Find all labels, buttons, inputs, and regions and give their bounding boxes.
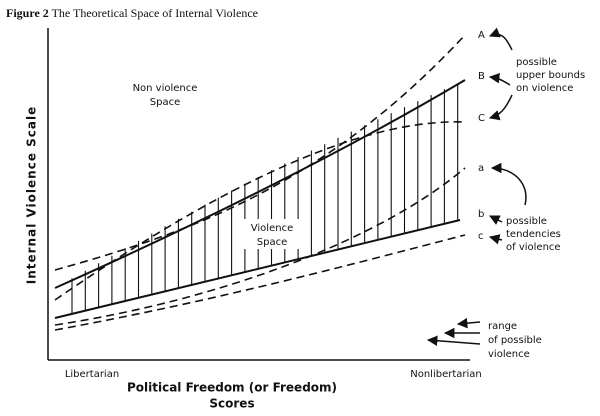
annotation-line: violence: [488, 349, 530, 360]
annotation: possible upper bounds on violence: [516, 57, 585, 94]
annotation: range of possible violence: [488, 321, 542, 360]
region-label: Non violence: [133, 83, 198, 94]
curve-c: [54, 234, 466, 331]
region-label: Space: [257, 237, 287, 248]
curve-label: c: [478, 231, 484, 242]
arrow: [488, 72, 511, 86]
region-label: Violence: [251, 223, 293, 234]
x-axis-label: Political Freedom (or Freedom): [127, 381, 337, 395]
curve-B: [54, 79, 466, 289]
arrow: [426, 335, 481, 346]
region-label: Space: [150, 97, 180, 108]
x-axis-label: Scores: [209, 397, 254, 411]
annotation-line: possible: [506, 216, 547, 227]
figure-title: The Theoretical Space of Internal Violen…: [52, 6, 258, 20]
curve-label: C: [478, 113, 485, 124]
annotation-line: range: [488, 321, 517, 332]
curve-label: b: [478, 209, 484, 220]
label-background: [244, 219, 300, 249]
curve-b: [54, 219, 461, 319]
curve-C: [54, 121, 466, 301]
arrow: [490, 162, 527, 206]
annotation: possible tendencies of violence: [506, 216, 561, 253]
curve-a: [54, 167, 466, 326]
annotation-line: of possible: [488, 335, 542, 346]
annotation-line: on violence: [516, 83, 573, 94]
arrow: [489, 215, 503, 225]
arrow: [488, 234, 503, 245]
annotation-line: upper bounds: [516, 70, 585, 81]
arrow: [456, 317, 481, 329]
figure-label: Figure 2: [6, 6, 49, 20]
annotation-line: possible: [516, 57, 557, 68]
x-axis-end: Libertarian: [65, 369, 119, 380]
arrow: [489, 27, 513, 51]
curve-A: [54, 34, 466, 271]
annotation-line: tendencies: [506, 229, 561, 240]
annotation-line: of violence: [506, 242, 561, 253]
arrow: [488, 94, 513, 121]
x-axis-end: Nonlibertarian: [410, 369, 482, 380]
curve-label: B: [478, 71, 485, 82]
y-axis-label: Internal Violence Scale: [25, 106, 39, 285]
region-box: Violence Space: [244, 219, 300, 249]
curve-label: a: [478, 163, 484, 174]
title: Figure 2 The Theoretical Space of Intern…: [6, 6, 258, 20]
curve-label: A: [478, 30, 485, 41]
